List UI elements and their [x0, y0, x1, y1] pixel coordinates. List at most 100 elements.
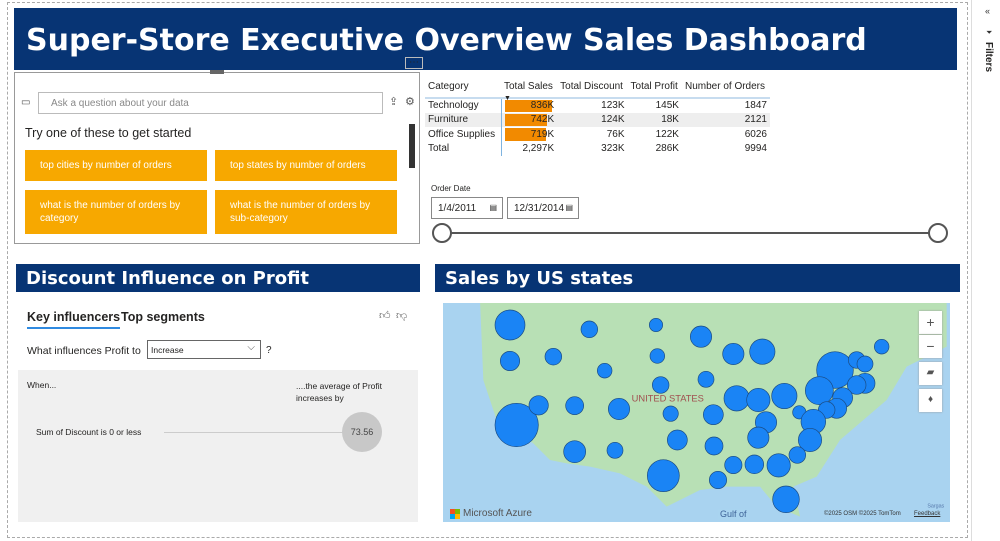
collapse-pane-icon[interactable]: «	[985, 6, 991, 16]
date-slider-track[interactable]	[442, 232, 938, 234]
filters-pane-label[interactable]: Filters	[983, 42, 994, 73]
state-sales-bubble[interactable]	[744, 454, 764, 474]
state-sales-bubble[interactable]	[652, 376, 670, 394]
state-sales-bubble[interactable]	[771, 383, 798, 409]
state-sales-bubble[interactable]	[662, 405, 679, 422]
suggestion-button[interactable]: top cities by number of orders	[25, 150, 207, 181]
qna-visual: ⋯ ▭ Ask a question about your data ⇪ ⚙ T…	[14, 57, 423, 244]
column-header[interactable]: Total Sales	[501, 80, 558, 99]
discount-section-title: Discount Influence on Profit	[16, 264, 420, 292]
category-table: Category Total Sales Total Discount Tota…	[425, 80, 770, 156]
suggestion-button[interactable]: what is the number of orders by sub-cate…	[215, 190, 397, 234]
state-sales-bubble[interactable]	[772, 485, 800, 513]
state-sales-bubble[interactable]	[722, 343, 745, 365]
thumbs-up-icon[interactable]: 👍︎	[379, 310, 391, 322]
state-sales-bubble[interactable]	[597, 362, 613, 379]
qna-input[interactable]: Ask a question about your data	[38, 92, 383, 114]
zoom-out-button[interactable]: −	[919, 335, 942, 358]
state-sales-bubble[interactable]	[494, 309, 526, 341]
state-sales-bubble[interactable]	[749, 338, 776, 365]
share-icon[interactable]: ⇪	[389, 96, 399, 108]
feedback-link[interactable]: Feedback	[914, 511, 941, 517]
state-sales-bubble[interactable]	[709, 471, 727, 489]
state-sales-bubble[interactable]	[649, 348, 665, 364]
sort-desc-icon[interactable]: ▼	[504, 95, 511, 102]
suggestion-button[interactable]: what is the number of orders by category	[25, 190, 207, 234]
state-sales-bubble[interactable]	[500, 351, 520, 371]
column-header[interactable]: Total Discount	[557, 80, 628, 99]
calendar-icon[interactable]: ▤	[565, 203, 573, 212]
report-canvas	[7, 2, 968, 538]
profit-direction-dropdown[interactable]: Increase ⌵	[147, 340, 261, 359]
state-sales-bubble[interactable]	[874, 339, 890, 355]
state-sales-bubble[interactable]	[724, 456, 743, 474]
table-row[interactable]: Office Supplies 719K 76K 122K 6026	[425, 127, 770, 142]
state-sales-bubble[interactable]	[798, 428, 822, 452]
state-sales-bubble[interactable]	[746, 388, 771, 412]
state-sales-bubble[interactable]	[804, 376, 834, 405]
map-svg: UNITED STATES Sargas	[480, 303, 947, 517]
state-sales-bubble[interactable]	[747, 426, 770, 449]
suggestion-button[interactable]: top states by number of orders	[215, 150, 397, 181]
state-sales-bubble[interactable]	[666, 429, 688, 451]
azure-brand: Microsoft Azure	[463, 508, 532, 519]
tab-key-influencers[interactable]: Key influencers	[27, 310, 121, 329]
state-sales-bubble[interactable]	[544, 348, 562, 366]
cell: 836K	[530, 100, 555, 112]
thumbs-down-icon[interactable]: 👎︎	[396, 310, 408, 322]
table-row[interactable]: Furniture 742K 124K 18K 2121	[425, 112, 770, 128]
column-header[interactable]: Number of Orders	[681, 80, 770, 99]
influencer-factor[interactable]: Sum of Discount is 0 or less	[36, 427, 142, 437]
influence-value-bubble[interactable]: 73.56	[342, 412, 382, 452]
column-header[interactable]: Category	[425, 80, 501, 99]
state-sales-bubble[interactable]	[528, 395, 549, 416]
column-header[interactable]: Total Profit	[627, 80, 682, 99]
zoom-in-button[interactable]: +	[919, 311, 942, 334]
pitch-button[interactable]: ▰	[919, 362, 942, 385]
scrollbar[interactable]	[409, 124, 415, 168]
country-label: UNITED STATES	[632, 394, 704, 404]
state-sales-bubble[interactable]	[565, 396, 584, 415]
state-sales-bubble[interactable]	[704, 436, 724, 456]
state-sales-bubble[interactable]	[788, 446, 806, 464]
help-icon[interactable]: ?	[266, 345, 272, 356]
chat-icon: ▭	[21, 97, 31, 108]
sales-bar	[504, 113, 547, 126]
qna-prompt: Try one of these to get started	[25, 126, 192, 140]
state-sales-bubble[interactable]	[697, 371, 715, 388]
state-sales-bubble[interactable]	[702, 404, 724, 425]
end-date-input[interactable]: 12/31/2014 ▤	[507, 197, 579, 219]
influencer-panel: When... ....the average of Profit increa…	[18, 370, 418, 522]
state-sales-bubble[interactable]	[494, 403, 539, 447]
slicer-label: Order Date	[431, 184, 471, 193]
state-sales-bubble[interactable]	[563, 440, 586, 463]
calendar-icon[interactable]: ▤	[489, 203, 497, 212]
more-options-icon[interactable]: ⋯	[405, 57, 423, 69]
drag-handle[interactable]	[210, 70, 224, 74]
chevron-down-icon: ⌵	[247, 342, 255, 353]
start-date-input[interactable]: 1/4/2011 ▤	[431, 197, 503, 219]
state-sales-bubble[interactable]	[580, 320, 598, 338]
state-sales-bubble[interactable]	[649, 318, 663, 332]
cell: Furniture	[425, 112, 502, 127]
compass-button[interactable]: ♦	[919, 389, 942, 412]
tab-top-segments[interactable]: Top segments	[121, 310, 205, 324]
state-sales-bubble[interactable]	[856, 355, 874, 373]
gear-icon[interactable]: ⚙	[405, 96, 415, 108]
average-label: ....the average of Profit increases by	[296, 381, 382, 403]
state-sales-bubble[interactable]	[690, 325, 712, 348]
table-row[interactable]: Technology 836K 123K 145K 1847	[425, 98, 770, 113]
slider-start-handle[interactable]	[432, 223, 452, 243]
cell: 719K	[530, 128, 555, 140]
cell: 9994	[744, 143, 767, 155]
state-sales-bubble[interactable]	[646, 459, 680, 492]
state-sales-bubble[interactable]	[847, 375, 867, 395]
cell: 76K	[606, 128, 625, 140]
sales-bar-cell: 742K	[501, 113, 557, 128]
state-sales-bubble[interactable]	[606, 442, 624, 459]
us-states-map[interactable]: UNITED STATES Sargas Gulf of + − ▰ ♦ Mic…	[443, 303, 950, 522]
state-sales-bubble[interactable]	[608, 398, 630, 420]
slider-end-handle[interactable]	[928, 223, 948, 243]
state-sales-bubble[interactable]	[766, 453, 791, 478]
state-sales-bubble[interactable]	[723, 385, 750, 412]
